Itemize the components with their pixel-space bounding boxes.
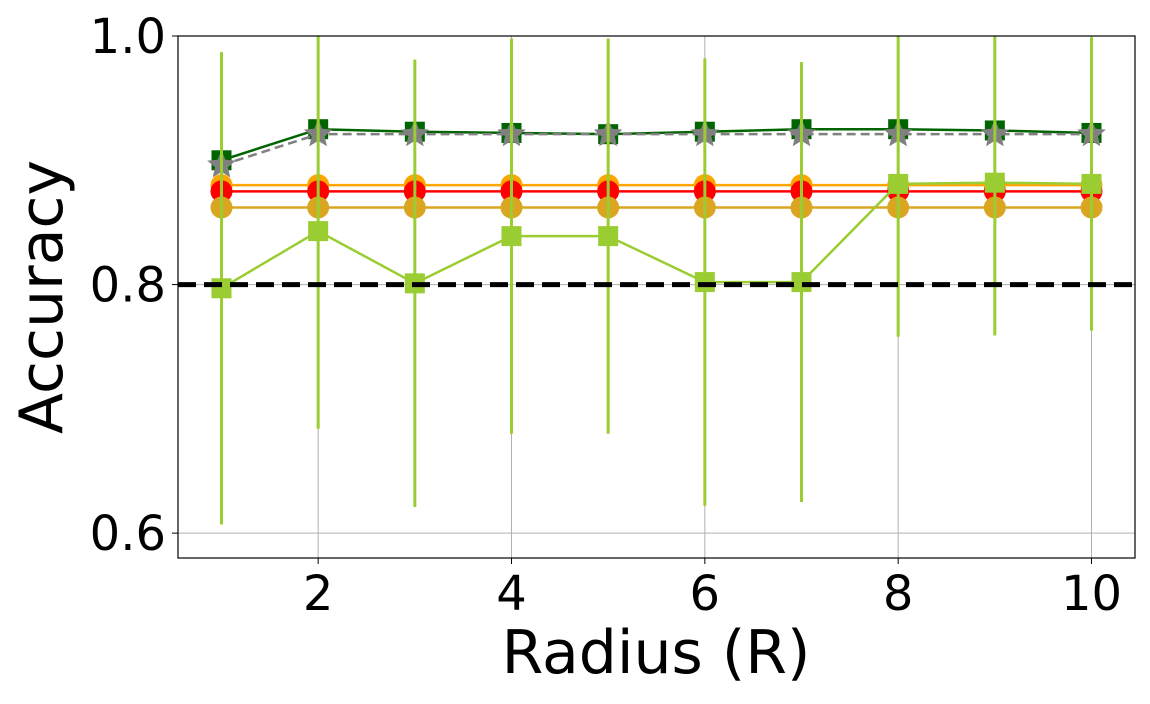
marker bbox=[888, 173, 909, 194]
x-tick-label: 4 bbox=[496, 566, 527, 622]
x-tick-label: 2 bbox=[303, 566, 334, 622]
y-tick-label: 0.6 bbox=[90, 506, 166, 562]
x-tick-label: 6 bbox=[690, 566, 721, 622]
marker bbox=[1081, 173, 1102, 194]
marker bbox=[308, 221, 329, 242]
y-tick-label: 1.0 bbox=[90, 9, 166, 65]
marker bbox=[211, 278, 232, 299]
series-line bbox=[220, 181, 1092, 290]
x-tick-label: 8 bbox=[883, 566, 914, 622]
marker bbox=[791, 272, 812, 293]
labels: 2 4 6 8 10 0.6 0.8 1.0 bbox=[90, 9, 1122, 622]
y-tick-label: 0.8 bbox=[90, 258, 166, 314]
y-axis-label: Accuracy bbox=[7, 160, 77, 434]
marker bbox=[984, 172, 1005, 193]
series-line bbox=[221, 132, 1092, 167]
plot-frame bbox=[177, 35, 1136, 559]
x-axis-label: Radius (R) bbox=[502, 618, 811, 688]
x-tick-label: 10 bbox=[1061, 566, 1122, 622]
marker bbox=[598, 226, 619, 247]
marker bbox=[501, 226, 522, 247]
plot-area bbox=[178, 36, 1135, 525]
grid bbox=[178, 35, 1135, 558]
